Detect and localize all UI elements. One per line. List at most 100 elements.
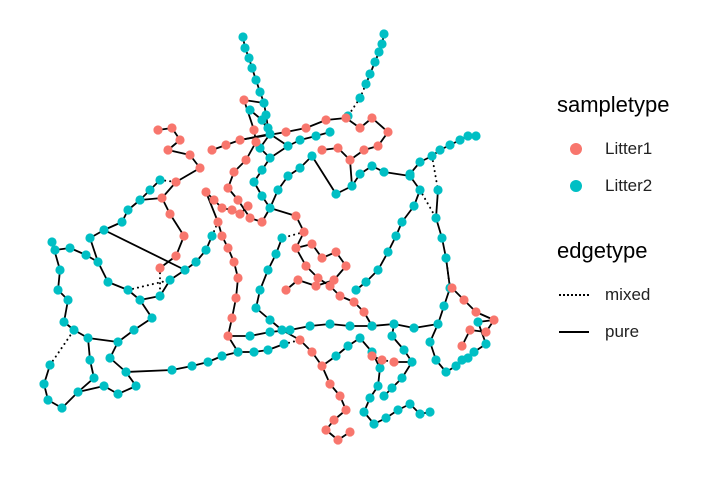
node-litter2 xyxy=(265,129,275,139)
node-litter2 xyxy=(387,383,397,393)
node-litter2 xyxy=(45,360,55,370)
node-litter2 xyxy=(105,353,115,363)
node-litter1 xyxy=(457,341,467,351)
node-litter2 xyxy=(355,333,365,343)
node-litter2 xyxy=(259,98,269,108)
node-litter2 xyxy=(355,93,365,103)
node-litter2 xyxy=(123,205,133,215)
mixed-key xyxy=(555,285,595,305)
node-litter1 xyxy=(165,209,175,219)
node-litter2 xyxy=(397,373,407,383)
node-litter2 xyxy=(113,337,123,347)
node-litter2 xyxy=(391,231,401,241)
node-litter2 xyxy=(147,313,157,323)
node-litter1 xyxy=(373,141,383,151)
node-litter1 xyxy=(311,281,321,291)
node-litter1 xyxy=(341,261,351,271)
edge-mixed xyxy=(49,329,75,366)
node-litter2 xyxy=(389,319,399,329)
node-litter1 xyxy=(489,315,499,325)
node-litter1 xyxy=(185,150,195,160)
node-litter1 xyxy=(321,115,331,125)
node-litter2 xyxy=(83,333,93,343)
node-litter2 xyxy=(431,213,441,223)
node-litter2 xyxy=(251,303,261,313)
node-litter2 xyxy=(451,361,461,371)
node-litter1 xyxy=(389,357,399,367)
node-litter2 xyxy=(415,409,425,419)
node-litter2 xyxy=(123,285,133,295)
node-litter2 xyxy=(387,331,397,341)
edgetype-legend: edgetype mixed pure xyxy=(555,238,715,350)
edgetype-legend-title: edgetype xyxy=(557,238,648,263)
node-litter2 xyxy=(347,181,357,191)
node-litter2 xyxy=(365,393,375,403)
node-litter2 xyxy=(367,321,377,331)
node-litter2 xyxy=(55,265,65,275)
legend-item-pure: pure xyxy=(555,313,715,350)
node-litter2 xyxy=(245,331,255,341)
node-litter2 xyxy=(273,185,283,195)
node-litter2 xyxy=(263,265,273,275)
node-litter1 xyxy=(333,143,343,153)
node-litter2 xyxy=(187,361,197,371)
node-litter2 xyxy=(379,391,389,401)
node-litter2 xyxy=(69,325,79,335)
node-litter1 xyxy=(359,145,369,155)
mixed-label: mixed xyxy=(605,284,651,304)
litter2-dot-icon xyxy=(570,179,582,192)
node-litter2 xyxy=(457,355,467,365)
node-litter2 xyxy=(165,275,175,285)
node-litter2 xyxy=(155,175,165,185)
node-litter1 xyxy=(229,257,239,267)
node-litter2 xyxy=(283,171,293,181)
node-litter2 xyxy=(381,413,391,423)
node-litter1 xyxy=(281,127,291,137)
node-litter1 xyxy=(459,295,469,305)
node-litter1 xyxy=(163,145,173,155)
node-litter2 xyxy=(345,321,355,331)
edge-layer xyxy=(43,33,495,441)
node-litter1 xyxy=(355,123,365,133)
node-litter2 xyxy=(81,250,91,260)
node-litter2 xyxy=(285,325,295,335)
edge-pure xyxy=(205,191,219,223)
node-litter1 xyxy=(227,205,237,215)
edge-mixed xyxy=(127,279,171,291)
legend-item-litter2: Litter2 xyxy=(555,167,715,204)
node-litter2 xyxy=(415,185,425,195)
node-litter2 xyxy=(409,201,419,211)
node-litter1 xyxy=(195,163,205,173)
node-litter2 xyxy=(129,325,139,335)
node-litter2 xyxy=(441,253,451,263)
node-litter1 xyxy=(317,145,327,155)
node-litter2 xyxy=(201,245,211,255)
edge-pure xyxy=(243,99,255,131)
litter2-label: Litter2 xyxy=(605,175,653,195)
node-litter1 xyxy=(233,195,243,205)
node-litter2 xyxy=(251,75,261,85)
node-litter2 xyxy=(240,43,250,53)
node-litter1 xyxy=(329,415,339,425)
node-litter1 xyxy=(377,355,387,365)
litter2-key xyxy=(555,176,595,196)
node-litter2 xyxy=(361,277,371,287)
node-litter1 xyxy=(359,307,369,317)
edge-pure xyxy=(175,167,201,183)
node-litter1 xyxy=(281,285,291,295)
node-litter2 xyxy=(135,295,145,305)
node-litter2 xyxy=(427,151,437,161)
litter1-label: Litter1 xyxy=(605,138,653,158)
node-litter2 xyxy=(131,381,141,391)
litter1-key xyxy=(555,139,595,159)
node-litter1 xyxy=(233,273,243,283)
node-litter1 xyxy=(239,95,249,105)
node-litter1 xyxy=(295,335,305,345)
node-litter2 xyxy=(113,389,123,399)
node-litter1 xyxy=(171,251,181,261)
node-litter2 xyxy=(481,339,491,349)
node-litter1 xyxy=(157,193,167,203)
node-litter1 xyxy=(207,145,217,155)
node-litter2 xyxy=(53,285,63,295)
legend: sampletype Litter1 Litter2 edgetype mixe… xyxy=(555,92,715,350)
